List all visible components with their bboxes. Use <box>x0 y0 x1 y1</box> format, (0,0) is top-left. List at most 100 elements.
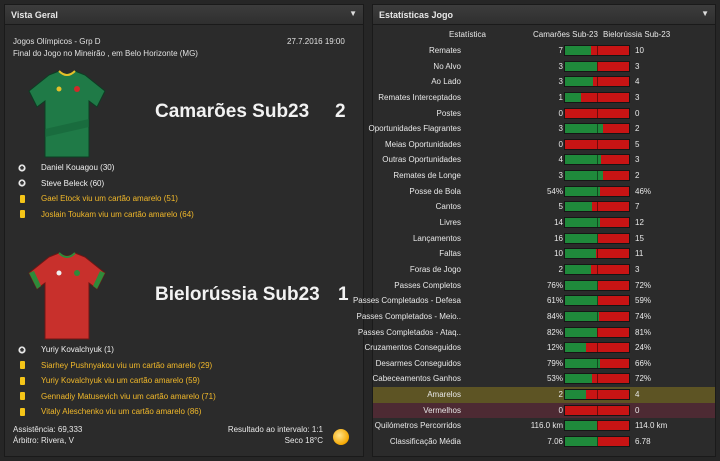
col-header-stat[interactable]: Estatística <box>449 30 486 39</box>
overview-menu-icon[interactable]: ▼ <box>349 9 357 18</box>
stats-row[interactable]: Faltas 10 11 <box>373 246 715 262</box>
goal-icon <box>15 178 29 188</box>
home-team-name[interactable]: Camarões Sub23 <box>155 101 310 122</box>
overview-panel: Vista Geral ▼ Jogos Olímpicos - Grp D 27… <box>4 4 364 457</box>
home-event-text[interactable]: Joslain Toukam viu um cartão amarelo (64… <box>41 209 194 219</box>
stats-row[interactable]: Livres 14 12 <box>373 215 715 231</box>
stat-label: Passes Completados - Defesa <box>352 296 461 306</box>
overview-title: Vista Geral <box>11 10 58 20</box>
stat-home-value: 53% <box>546 374 563 384</box>
stat-away-value: 66% <box>635 358 652 368</box>
stats-menu-icon[interactable]: ▼ <box>701 9 709 18</box>
stats-row[interactable]: Posse de Bola 54% 46% <box>373 184 715 200</box>
stat-label: Livres <box>439 218 461 228</box>
stat-bar-midline <box>597 186 598 196</box>
stat-away-value: 10 <box>635 46 644 55</box>
stats-row[interactable]: Postes 0 0 <box>373 106 715 122</box>
away-event-text[interactable]: Yuriy Kovalchyuk viu um cartão amarelo (… <box>41 376 200 386</box>
stats-row[interactable]: Remates de Longe 3 2 <box>373 168 715 184</box>
yellow-card-icon <box>15 407 29 417</box>
away-event-item: Yuriy Kovalchyuk (1) <box>15 342 345 358</box>
stat-label: Amarelos <box>427 390 461 400</box>
stat-home-bar-fill <box>565 358 600 368</box>
stat-label: Classificação Média <box>389 437 461 447</box>
stat-away-value: 72% <box>635 374 652 384</box>
away-event-text[interactable]: Gennadiy Matusevich viu um cartão amarel… <box>41 391 216 401</box>
stat-comparison-bar <box>564 138 630 150</box>
stat-home-bar-fill <box>565 327 597 337</box>
stats-header[interactable]: Estatísticas Jogo ▼ <box>373 5 715 25</box>
stat-bar-midline <box>597 311 598 321</box>
stat-home-value: 76% <box>546 280 563 290</box>
stats-row[interactable]: Oportunidades Flagrantes 3 2 <box>369 121 715 137</box>
stat-bar-midline <box>597 405 598 415</box>
col-header-away[interactable]: Bielorússia Sub-23 <box>603 30 671 39</box>
stat-away-value: 7 <box>635 202 640 212</box>
stats-row[interactable]: Vermelhos 0 0 <box>373 402 715 419</box>
stat-bar-midline <box>597 124 598 134</box>
stat-home-value: 3 <box>558 124 563 134</box>
stats-panel: Estatísticas Jogo ▼ Estatística Camarões… <box>353 4 716 457</box>
stat-comparison-bar <box>564 389 630 401</box>
stats-row[interactable]: No Alvo 3 3 <box>373 59 715 75</box>
stat-bar-midline <box>597 171 598 181</box>
home-event-text[interactable]: Steve Beleck (60) <box>41 178 105 188</box>
stats-row[interactable]: Remates 7 10 <box>373 43 715 59</box>
stats-row[interactable]: Remates Interceptados 1 3 <box>373 90 715 106</box>
stat-comparison-bar <box>564 326 630 338</box>
stat-label: Posse de Bola <box>409 186 461 196</box>
away-event-item: Yuriy Kovalchyuk viu um cartão amarelo (… <box>15 373 345 389</box>
stat-comparison-bar <box>564 201 630 213</box>
stat-away-value: 59% <box>635 296 652 306</box>
stat-home-bar-fill <box>565 155 602 165</box>
stats-row[interactable]: Cruzamentos Conseguidos 12% 24% <box>365 340 715 356</box>
stat-home-value: 4 <box>558 155 563 165</box>
away-team-name[interactable]: Bielorússia Sub23 <box>155 284 320 305</box>
sun-icon <box>333 429 349 445</box>
stat-home-bar-fill <box>565 249 596 259</box>
stat-bar-midline <box>597 92 598 102</box>
home-event-text[interactable]: Daniel Kouagou (30) <box>41 163 115 173</box>
stats-row[interactable]: Meias Oportunidades 0 5 <box>373 137 715 153</box>
stat-bar-midline <box>597 108 598 118</box>
venue-label: Final do Jogo no Mineirão , em Belo Hori… <box>13 49 198 58</box>
stats-row[interactable]: Quilómetros Percorridos 116.0 km 114.0 km <box>373 418 715 434</box>
stat-home-value: 0 <box>558 405 563 415</box>
stats-row[interactable]: Foras de Jogo 2 3 <box>373 262 715 278</box>
stat-label: No Alvo <box>433 61 461 71</box>
stats-row[interactable]: Lançamentos 16 15 <box>373 231 715 247</box>
stat-label: Vermelhos <box>423 405 461 415</box>
stats-row[interactable]: Ao Lado 3 4 <box>373 74 715 90</box>
stats-row[interactable]: Passes Completados - Meio.. 84% 74% <box>357 309 715 325</box>
stats-row[interactable]: Cabeceamentos Ganhos 53% 72% <box>373 371 715 387</box>
stats-row[interactable]: Passes Completos 76% 72% <box>373 278 715 294</box>
home-event-text[interactable]: Gael Etock viu um cartão amarelo (51) <box>41 194 178 204</box>
stats-row[interactable]: Amarelos 2 4 <box>373 387 715 403</box>
stat-bar-midline <box>597 77 598 87</box>
stats-row[interactable]: Passes Completados - Defesa 61% 59% <box>353 293 715 309</box>
stat-bar-midline <box>597 61 598 71</box>
stat-bar-midline <box>597 421 598 431</box>
away-event-text[interactable]: Siarhey Pushnyakou viu um cartão amarelo… <box>41 360 213 370</box>
stat-home-bar-fill <box>565 46 592 55</box>
stat-comparison-bar <box>564 342 630 354</box>
stats-row[interactable]: Cantos 5 7 <box>373 199 715 215</box>
away-event-item: Vitaly Aleschenko viu um cartão amarelo … <box>15 404 345 420</box>
stat-label: Meias Oportunidades <box>384 139 461 149</box>
overview-header[interactable]: Vista Geral ▼ <box>5 5 363 25</box>
col-header-home[interactable]: Camarões Sub-23 <box>533 30 598 39</box>
stat-label: Desarmes Conseguidos <box>375 358 461 368</box>
stat-away-value: 4 <box>635 77 640 87</box>
stats-row[interactable]: Outras Oportunidades 4 3 <box>373 152 715 168</box>
stats-row[interactable]: Passes Completados - Ataq.. 82% 81% <box>358 325 715 341</box>
away-event-text[interactable]: Yuriy Kovalchyuk (1) <box>41 345 114 355</box>
stat-away-value: 2 <box>635 171 640 181</box>
stats-row[interactable]: Desarmes Conseguidos 79% 66% <box>373 356 715 372</box>
stat-away-value: 24% <box>635 343 652 353</box>
stat-home-value: 61% <box>546 296 563 306</box>
away-event-text[interactable]: Vitaly Aleschenko viu um cartão amarelo … <box>41 407 202 417</box>
stats-row[interactable]: Classificação Média 7.06 6.78 <box>373 434 715 450</box>
stat-home-bar-fill <box>565 171 604 181</box>
stat-home-value: 3 <box>558 171 563 181</box>
stat-away-value: 3 <box>635 264 640 274</box>
